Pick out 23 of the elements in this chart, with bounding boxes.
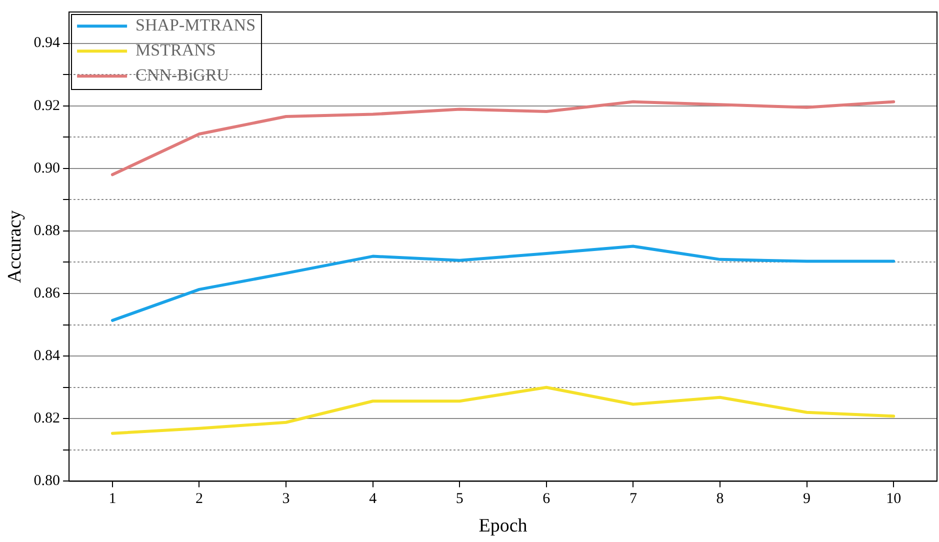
y-tick-label: 0.88 [34,222,60,239]
y-tick-label: 0.94 [34,35,61,52]
x-tick-label: 2 [195,491,203,508]
y-tick-label: 0.82 [34,410,60,427]
x-tick-label: 6 [542,491,551,508]
x-tick-label: 3 [282,491,290,508]
x-tick-label: 4 [369,491,378,508]
y-tick-label: 0.86 [34,285,61,302]
x-tick-label: 5 [456,491,464,508]
y-tick-label: 0.90 [34,160,60,176]
y-tick-label: 0.84 [34,348,61,364]
legend-label: MSTRANS [136,40,216,60]
legend-label: CNN-BiGRU [136,66,230,85]
x-tick-label: 10 [886,491,902,508]
x-tick-label: 7 [629,491,638,508]
legend-label: SHAP-MTRANS [136,16,256,35]
y-axis-title: Accuracy [4,210,26,283]
y-tick-label: 0.80 [34,473,60,490]
x-tick-label: 1 [108,491,116,508]
y-tick-label: 0.92 [34,98,60,114]
x-tick-label: 8 [716,491,724,508]
x-axis-title: Epoch [478,516,528,537]
x-tick-label: 9 [803,491,811,508]
